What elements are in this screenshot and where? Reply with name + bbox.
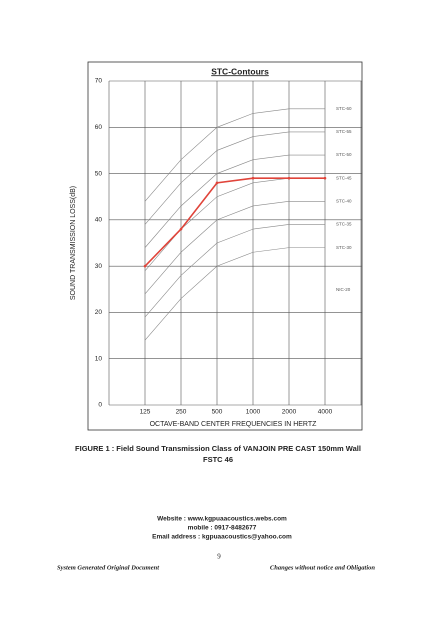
data-point [287, 176, 291, 180]
y-tick-label: 0 [98, 402, 102, 409]
page-number: 9 [217, 553, 221, 561]
data-point [323, 176, 327, 180]
contour-label: STC-50 [336, 152, 352, 157]
stc-contour [144, 247, 325, 341]
data-point [143, 264, 147, 268]
email: Email address : kgpuaacoustics@yahoo.com [152, 534, 292, 541]
contour-label: STC-55 [336, 129, 352, 134]
x-tick-label: 125 [140, 409, 151, 416]
y-axis-label: SOUND TRANSMISSION LOSS(dB) [70, 186, 77, 300]
data-point [179, 227, 183, 231]
x-tick-label: 250 [176, 409, 187, 416]
mobile: mobile : 0917-8482677 [188, 525, 257, 532]
caption: FIGURE 1 : Field Sound Transmission Clas… [75, 444, 361, 453]
contour-label: STC-35 [336, 222, 352, 227]
stc-contour [144, 154, 325, 248]
contour-label: STC-60 [336, 106, 352, 111]
y-tick-label: 70 [95, 78, 103, 85]
footer-left: System Generated Original Document [57, 564, 159, 571]
stc-contour [144, 201, 325, 295]
x-tick-label: 2000 [282, 409, 297, 416]
stc-contour [144, 131, 325, 225]
y-tick-label: 50 [95, 170, 103, 177]
website: Website : www.kgpuaacoustics.webs.com [157, 516, 287, 523]
y-tick-label: 60 [95, 124, 103, 131]
contour-label: STC-30 [336, 245, 352, 250]
y-tick-label: 40 [95, 217, 103, 224]
contour-label: STC-40 [336, 199, 352, 204]
fstc-line [144, 177, 325, 267]
stc-contour [144, 224, 325, 318]
contour-label: STC-45 [336, 175, 352, 180]
x-tick-label: 1000 [246, 409, 261, 416]
annotation: NIC-20 [336, 287, 351, 292]
stc-contour [144, 108, 325, 202]
chart-title: STC-Contours [211, 66, 269, 76]
y-tick-label: 10 [95, 355, 103, 362]
y-tick-label: 20 [95, 309, 103, 316]
y-tick-label: 30 [95, 263, 103, 270]
chart-frame [87, 61, 363, 431]
data-point [251, 176, 255, 180]
x-tick-label: 500 [212, 409, 223, 416]
x-axis-label: OCTAVE-BAND CENTER FREQUENCIES IN HERTZ [150, 421, 318, 428]
data-point [215, 181, 219, 185]
x-tick-label: 4000 [318, 409, 333, 416]
footer-right: Changes without notice and Obligation [270, 564, 375, 571]
caption: FSTC 46 [203, 455, 233, 464]
